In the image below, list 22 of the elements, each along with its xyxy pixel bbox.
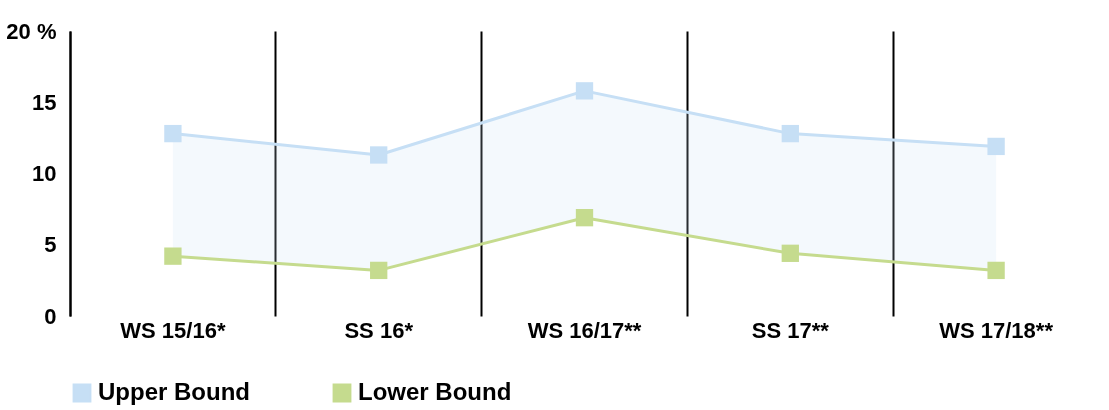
point [987,261,1005,280]
x-tick-label: WS 16/17** [527,317,642,343]
point [164,247,182,265]
legend-label: Lower Bound [358,378,512,405]
x-tick-label: WS 17/18** [939,317,1054,343]
y-tick-label: 10 [32,161,57,186]
y-tick-label: 15 [32,89,57,115]
point [781,124,799,143]
y-tick-label: 5 [44,232,57,258]
point [575,209,594,227]
x-tick-label: SS 17** [751,317,830,343]
point [164,124,182,143]
legend-label: Upper Bound [98,378,250,405]
y-tick-label: 20 % [6,18,57,44]
point [370,261,388,280]
point [575,82,594,100]
point [370,146,388,164]
x-tick-label: SS 16* [344,317,414,343]
point [781,244,799,262]
y-tick-label: 0 [44,303,57,329]
x-tick-label: WS 15/16* [120,317,226,343]
point [987,137,1005,156]
